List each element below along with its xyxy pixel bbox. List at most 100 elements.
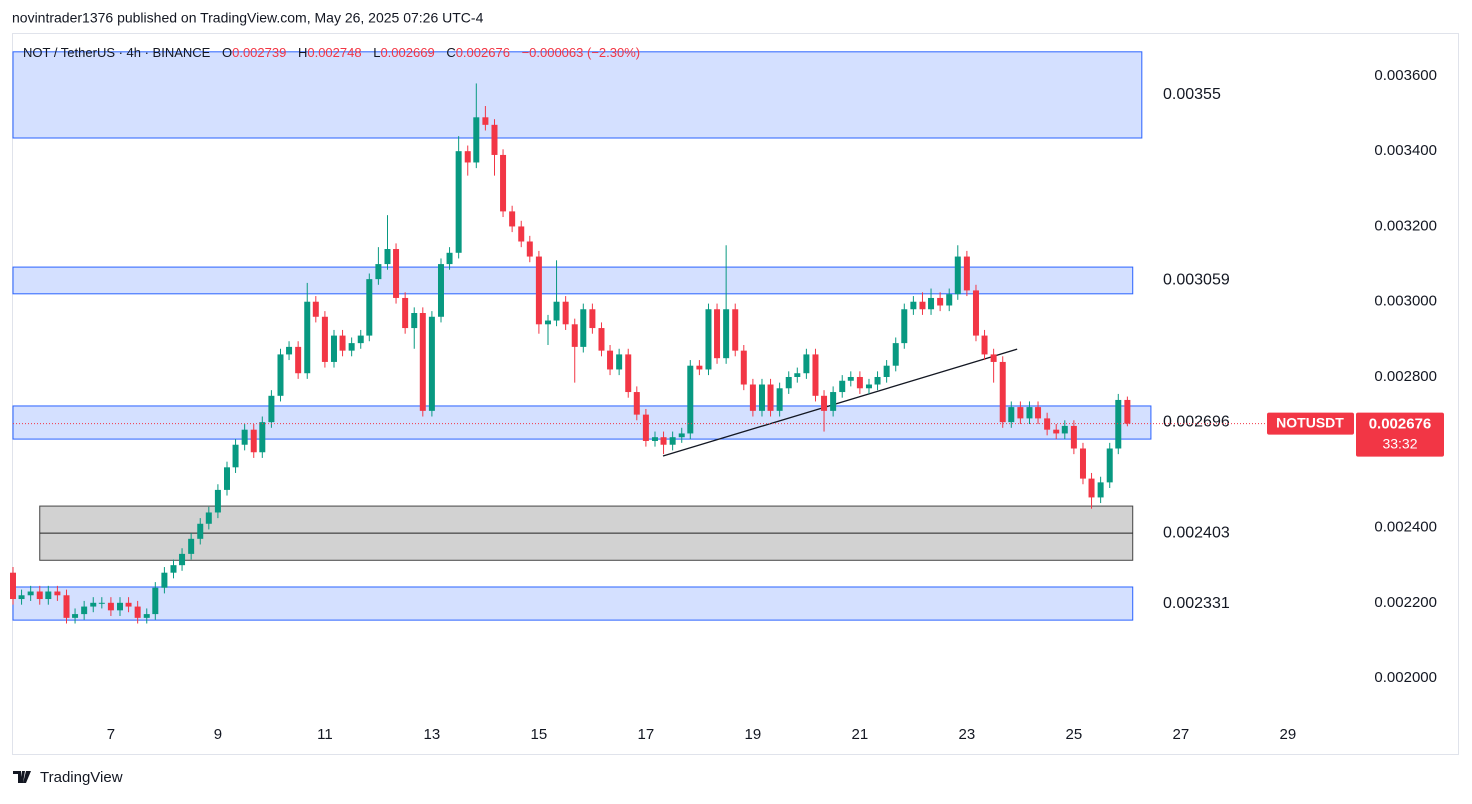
zone-label: 0.002331 [1163,595,1230,612]
candle-body [678,433,685,438]
candle-body [402,297,409,329]
y-tick-label: 0.003600 [1374,67,1437,84]
zone-label: 0.002403 [1163,524,1230,541]
candle-body [776,388,783,411]
x-tick-label: 23 [959,726,976,743]
x-tick-label: 9 [214,726,222,743]
candle-body [856,376,863,389]
candle-body [45,591,52,600]
symbol-title: NOT / TetherUS · 4h · BINANCE [23,45,211,60]
candle-body [705,309,712,370]
candle-body [571,324,578,347]
candle-body [865,384,872,389]
candle-body [1115,399,1122,449]
footer-logo: TradingView [13,769,123,786]
candle-body [901,309,908,344]
candle-body [740,350,747,385]
countdown: 33:32 [1382,435,1417,451]
candle-body [161,572,168,588]
candle-body [839,380,846,393]
x-tick-label: 19 [745,726,762,743]
candle-body [785,376,792,389]
candle-body [990,354,997,362]
candle-body [714,309,721,359]
candle-body [277,354,284,396]
candle-body [999,361,1006,423]
candle-body [36,591,43,600]
candle-body [330,335,337,362]
candle-body [767,384,774,411]
candle-body [1088,478,1095,498]
trendline [662,348,1018,457]
candle-body [518,226,525,242]
x-tick-label: 13 [424,726,441,743]
zone-label: 0.00355 [1163,86,1221,103]
price-tag-text: 0.002676 [1369,416,1432,433]
candle-body [1079,448,1086,479]
candle-body [1008,407,1015,423]
candle-body [509,211,516,227]
zone [12,405,1152,440]
legend-change: −0.000063 (−2.30%) [522,45,641,60]
candle-body [696,365,703,370]
y-tick-label: 0.003400 [1374,142,1437,159]
x-tick-label: 29 [1280,726,1297,743]
plot: 0.00355 0.003059 0.002696 0.002403 0.002331 0… [10,51,1444,743]
candle-body [473,117,480,163]
candle-body [304,301,311,374]
y-tick-label: 0.002800 [1374,368,1437,385]
candle-body [928,297,935,310]
x-tick-label: 7 [107,726,115,743]
legend-value: 0.002739 [232,45,286,60]
candle-body [411,313,418,329]
candle-body [455,151,462,253]
candle-body [134,606,141,618]
y-tick-label: 0.003000 [1374,293,1437,310]
candle-body [446,252,453,265]
candle-body [188,538,195,554]
candle-body [1044,418,1051,430]
candle-body [72,614,79,618]
candle-body [981,335,988,355]
candle-body [580,309,587,347]
candle-body [749,384,756,411]
candle-body [107,602,114,611]
candle-body [197,523,204,539]
candle-body [170,565,177,573]
x-tick-label: 15 [531,726,548,743]
candle-body [1053,429,1060,434]
candle-body [937,297,944,306]
candle-body [1035,407,1042,419]
zone-label: 0.003059 [1163,272,1230,289]
candle-body [651,437,658,441]
candle-body [625,354,632,393]
candle-body [544,320,551,325]
candle-body [125,602,132,607]
candle-body [366,279,373,336]
candle-body [90,602,97,607]
candle-body [241,429,248,445]
candle-body [616,354,623,370]
candle-body [312,301,319,317]
candle-body [205,512,212,524]
y-tick-label: 0.002400 [1374,519,1437,536]
candle-body [63,595,70,618]
candle-body [892,343,899,366]
candle-body [526,241,533,257]
candle-body [607,350,614,370]
candle-body [562,301,569,325]
candle-body [18,595,25,600]
candle-body [1026,407,1033,419]
candle-body [179,553,186,566]
x-tick-label: 27 [1173,726,1190,743]
candle-body [660,437,667,445]
legend-key: H [298,45,307,60]
zone [12,586,1134,621]
candle-body [10,572,16,600]
candle-body [232,444,239,468]
x-tick-label: 11 [317,726,333,743]
candle-body [437,264,444,317]
symbol-tag [1267,412,1354,435]
